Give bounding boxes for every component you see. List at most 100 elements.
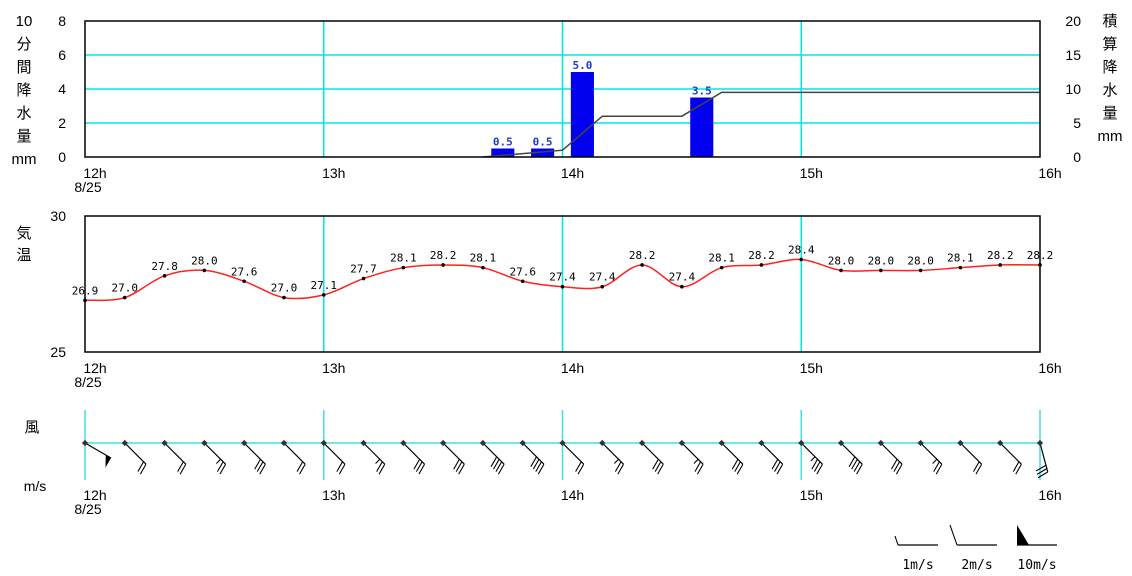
barb-shaft — [203, 442, 227, 465]
y-label-char: 10 — [16, 13, 33, 30]
barb-full-feather — [652, 458, 659, 470]
x-tick-label: 12h — [83, 165, 106, 181]
temperature-point — [202, 268, 207, 273]
barb-shaft — [1039, 442, 1049, 473]
barb-full-feather — [415, 461, 423, 472]
barb-full-feather — [453, 458, 460, 470]
barb-full-feather — [851, 458, 858, 470]
temperature-point — [680, 284, 684, 289]
temperature-value-label: 28.1 — [390, 252, 417, 265]
temperature-point — [759, 263, 764, 267]
temperature-value-label: 27.8 — [151, 260, 178, 273]
precipitation-y-ticks: 0 2 4 6 8 — [58, 13, 66, 165]
y-label-char: 分 — [16, 36, 31, 53]
barb-full-feather — [296, 461, 304, 472]
y-label-char: 降 — [16, 82, 31, 99]
wind-barb — [479, 439, 505, 475]
barb-shaft — [840, 442, 863, 465]
temperature-value-label: 28.2 — [748, 249, 775, 262]
temperature-value-label: 28.2 — [987, 249, 1014, 262]
barb-full-feather — [376, 461, 383, 472]
wind-barbs — [81, 439, 1049, 479]
barb-full-feather — [497, 463, 505, 475]
wind-labels: 風 m/s — [24, 419, 47, 494]
barb-full-feather — [137, 461, 145, 472]
precipitation-bars: 0.5 0.5 5.0 3.5 — [491, 59, 714, 157]
barb-full-feather — [577, 463, 585, 475]
barb-full-feather — [811, 458, 818, 470]
temperature-value-label: 27.6 — [231, 265, 258, 278]
barb-full-feather — [657, 463, 664, 475]
wind-label: 風 — [24, 419, 39, 436]
barb-full-feather — [1035, 464, 1047, 472]
barb-shaft — [880, 442, 903, 465]
temperature-gridlines — [323, 216, 802, 352]
barb-full-feather — [490, 456, 498, 467]
y2-label-char: 積 — [1102, 13, 1117, 30]
precipitation-bar — [491, 148, 515, 157]
wind-units-label: m/s — [24, 478, 47, 494]
y-label-char: 温 — [16, 247, 31, 264]
legend-label: 2m/s — [961, 558, 992, 573]
temperature-panel: 26.9 27.027.8 28.027.627.0 27.127.728.1 28.2… — [16, 208, 1061, 390]
temperature-value-label: 28.4 — [788, 244, 815, 257]
y-tick-label: 2 — [58, 115, 66, 131]
temperature-value-label: 27.6 — [509, 265, 536, 278]
y-label-char: 水 — [16, 105, 31, 122]
barb-full-feather — [771, 458, 779, 470]
barb-full-feather — [455, 461, 463, 472]
wind-barb — [519, 439, 545, 475]
temperature-point — [879, 268, 883, 273]
legend-label: 10m/s — [1017, 558, 1056, 573]
precipitation-gridlines — [85, 21, 1040, 157]
barb-shaft — [920, 442, 943, 465]
wind-legend: 1m/s 2m/s 10m/s — [894, 524, 1057, 573]
barb-full-feather — [537, 463, 545, 475]
wind-barb — [599, 439, 624, 475]
x-tick-label: 15h — [800, 165, 823, 181]
legend-label: 1m/s — [902, 558, 933, 573]
x-tick-label: 12h — [83, 487, 106, 503]
barb-full-feather — [575, 461, 582, 472]
temperature-point — [640, 263, 644, 267]
barb-station — [320, 439, 327, 447]
x-tick-label: 13h — [322, 487, 345, 503]
y2-label-char: 量 — [1102, 105, 1117, 122]
wind-barb — [718, 439, 744, 475]
temperature-point — [401, 265, 406, 270]
barb-full-feather — [532, 458, 540, 470]
bar-value-label: 3.5 — [692, 85, 712, 98]
y2-label-char: mm — [1098, 128, 1123, 145]
temperature-point — [918, 268, 923, 273]
cumulative-y-ticks: 0 5 10 15 20 — [1065, 13, 1081, 165]
barb-shaft — [363, 442, 386, 465]
x-tick-label: 16h — [1038, 487, 1061, 503]
y2-tick-label: 15 — [1065, 47, 1081, 63]
temperature-y-ticks: 25 30 — [50, 208, 66, 360]
y2-label-char: 降 — [1102, 59, 1117, 76]
barb-pennant — [105, 455, 111, 468]
wind-barb — [997, 439, 1022, 475]
y-label-char: 量 — [16, 128, 31, 145]
barb-shaft — [402, 442, 425, 465]
wind-barb — [360, 439, 386, 475]
barb-full-feather — [816, 463, 823, 475]
barb-full-feather — [219, 463, 227, 475]
barb-full-feather — [935, 463, 943, 475]
barb-half-feather — [932, 458, 938, 464]
barb-full-feather — [776, 463, 784, 475]
barb-full-feather — [177, 461, 184, 472]
barb-shaft — [641, 442, 664, 465]
barb-station — [81, 439, 89, 447]
barb-full-feather — [256, 461, 264, 472]
wind-barb — [638, 439, 664, 475]
wind-barb — [440, 439, 465, 475]
barb-full-feather — [774, 461, 781, 472]
cumulative-precipitation-line — [482, 91, 1040, 158]
barb-station — [241, 439, 248, 447]
temperature-point — [560, 284, 565, 289]
